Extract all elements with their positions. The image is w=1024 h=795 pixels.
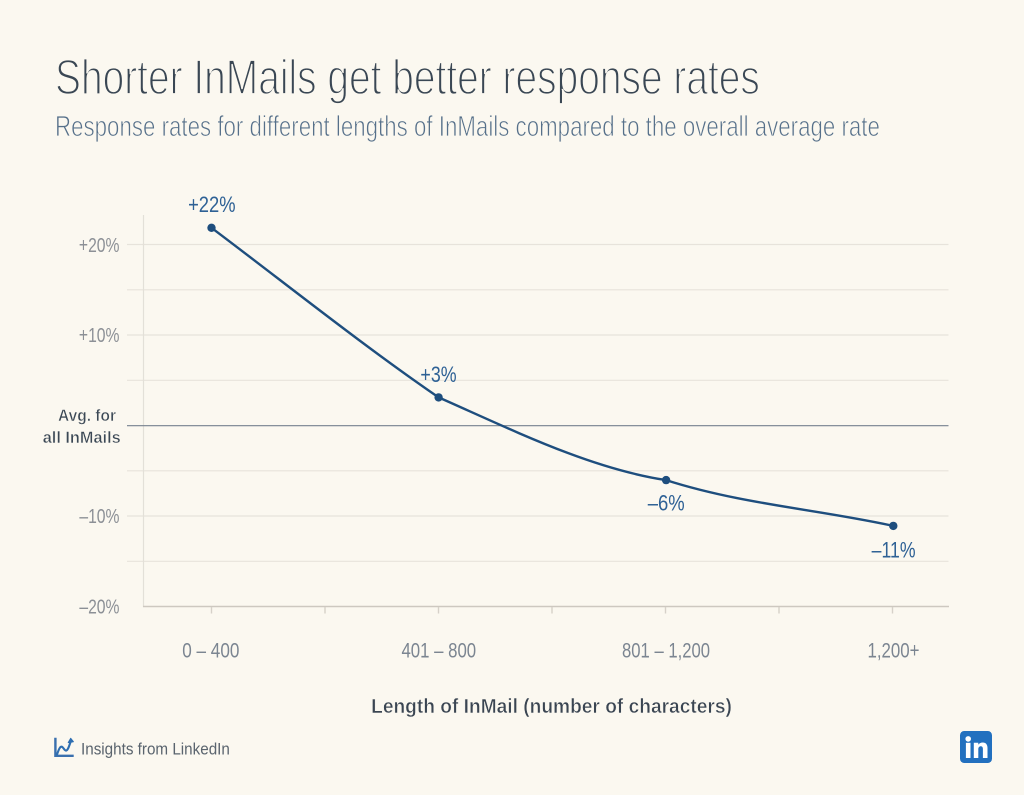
svg-text:Avg. for: Avg. for: [58, 406, 117, 425]
svg-text:1,200+: 1,200+: [867, 640, 919, 663]
svg-text:–20%: –20%: [79, 596, 119, 618]
svg-text:Response rates for different l: Response rates for different lengths of …: [55, 112, 880, 143]
svg-text:+22%: +22%: [188, 193, 235, 217]
svg-text:+20%: +20%: [79, 234, 120, 256]
svg-text:–11%: –11%: [872, 539, 916, 563]
svg-text:+3%: +3%: [420, 364, 456, 388]
svg-text:Length of InMail (number of ch: Length of InMail (number of characters): [371, 696, 732, 718]
svg-text:0 – 400: 0 – 400: [182, 640, 239, 663]
svg-text:–10%: –10%: [79, 505, 119, 527]
svg-text:Shorter InMails get better res: Shorter InMails get better response rate…: [55, 51, 760, 105]
svg-text:Insights from LinkedIn: Insights from LinkedIn: [81, 740, 230, 759]
svg-text:–6%: –6%: [648, 492, 685, 516]
svg-text:801 – 1,200: 801 – 1,200: [622, 640, 710, 663]
svg-text:401 – 800: 401 – 800: [401, 640, 476, 663]
svg-text:+10%: +10%: [79, 324, 120, 346]
svg-text:all InMails: all InMails: [43, 428, 121, 447]
